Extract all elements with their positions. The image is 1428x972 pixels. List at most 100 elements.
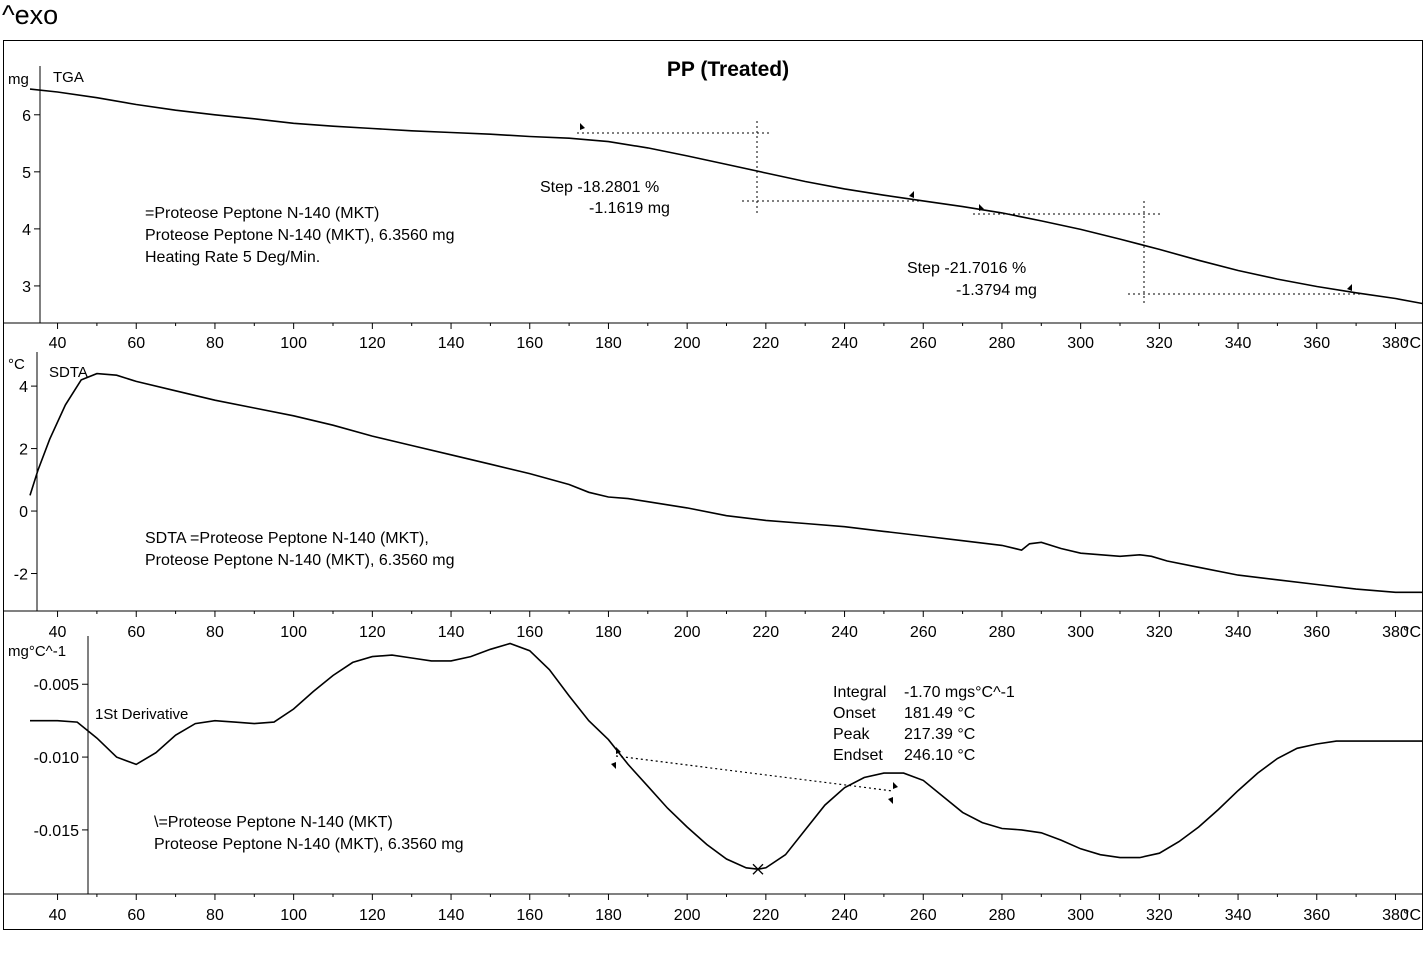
x-tick-label: 380 <box>1382 335 1409 352</box>
integral-baseline <box>615 755 894 792</box>
series-line <box>29 372 1423 594</box>
chart-title: PP (Treated) <box>667 58 789 81</box>
integral-marker <box>611 762 616 769</box>
integral-row-label: Peak <box>833 726 870 743</box>
x-unit-label: °C <box>1403 335 1421 352</box>
step1-mass-label: -1.1619 mg <box>589 200 670 217</box>
x-tick-label: 140 <box>438 335 465 352</box>
x-tick-label: 260 <box>910 335 937 352</box>
y-axis-label: °C <box>8 356 25 373</box>
x-tick-label: 220 <box>752 907 779 924</box>
integral-row-value: 217.39 °C <box>904 726 975 743</box>
x-tick-label: 160 <box>516 907 543 924</box>
x-tick-label: 120 <box>359 624 386 641</box>
x-tick-label: 160 <box>516 624 543 641</box>
step2-mass-label: -1.3794 mg <box>956 282 1037 299</box>
y-tick-label: 5 <box>22 165 31 182</box>
integral-row-label: Endset <box>833 747 883 764</box>
x-tick-label: 120 <box>359 907 386 924</box>
series-name-label: 1St Derivative <box>95 706 188 723</box>
x-tick-label: 40 <box>49 335 67 352</box>
tga-panel: 40 60 80 100 120 140 160 180 200 220 240 260 280 300 3… <box>3 66 1424 352</box>
step-marker <box>1347 284 1352 291</box>
y-tick-label: 4 <box>22 222 31 239</box>
x-tick-label: 260 <box>910 907 937 924</box>
x-tick-label: 360 <box>1303 624 1330 641</box>
x-tick-label: 240 <box>831 907 858 924</box>
x-tick-label: 100 <box>280 335 307 352</box>
y-tick-label: -0.010 <box>34 750 79 767</box>
x-tick-label: 180 <box>595 335 622 352</box>
sample-info-line: SDTA =Proteose Peptone N-140 (MKT), <box>145 530 429 547</box>
x-tick-label: 200 <box>674 335 701 352</box>
x-tick-label: 240 <box>831 335 858 352</box>
x-tick-label: 280 <box>989 624 1016 641</box>
x-tick-label: 280 <box>989 907 1016 924</box>
x-tick-label: 360 <box>1303 907 1330 924</box>
x-tick-label: 40 <box>49 624 67 641</box>
integral-row-label: Onset <box>833 705 876 722</box>
x-tick-label: 200 <box>674 907 701 924</box>
x-tick-label: 260 <box>910 624 937 641</box>
y-tick-label: 0 <box>19 504 28 521</box>
x-tick-label: 360 <box>1303 335 1330 352</box>
x-tick-label: 300 <box>1067 335 1094 352</box>
x-tick-label: 160 <box>516 335 543 352</box>
integral-row-value: -1.70 mgs°C^-1 <box>904 684 1015 701</box>
y-tick-label: 6 <box>22 108 31 125</box>
sample-info-line: Proteose Peptone N-140 (MKT), 6.3560 mg <box>154 836 464 853</box>
y-tick-label: -0.015 <box>34 823 79 840</box>
y-axis-label: mg <box>8 71 29 88</box>
x-tick-label: 340 <box>1225 335 1252 352</box>
step-marker <box>580 123 585 130</box>
y-tick-label: -2 <box>14 567 28 584</box>
integral-marker <box>616 747 621 754</box>
x-tick-label: 380 <box>1382 907 1409 924</box>
series-name-label: TGA <box>53 69 84 86</box>
x-tick-label: 100 <box>280 624 307 641</box>
sample-info-line: \=Proteose Peptone N-140 (MKT) <box>154 814 393 831</box>
series-line <box>30 642 1423 871</box>
x-tick-label: 320 <box>1146 907 1173 924</box>
x-tick-label: 340 <box>1225 907 1252 924</box>
y-tick-label: 4 <box>19 379 28 396</box>
x-tick-label: 220 <box>752 335 779 352</box>
x-tick-label: 60 <box>127 335 145 352</box>
x-tick-label: 320 <box>1146 624 1173 641</box>
step1-percent-label: Step -18.2801 % <box>540 179 659 196</box>
x-tick-label: 60 <box>127 907 145 924</box>
x-tick-label: 280 <box>989 335 1016 352</box>
integral-row-label: Integral <box>833 684 886 701</box>
x-tick-label: 180 <box>595 907 622 924</box>
x-tick-label: 300 <box>1067 624 1094 641</box>
x-unit-label: °C <box>1403 624 1421 641</box>
integral-row-value: 181.49 °C <box>904 705 975 722</box>
x-tick-label: 340 <box>1225 624 1252 641</box>
sample-info-line: =Proteose Peptone N-140 (MKT) <box>145 205 379 222</box>
x-tick-label: 300 <box>1067 907 1094 924</box>
x-tick-label: 320 <box>1146 335 1173 352</box>
step-marker <box>909 191 914 198</box>
integral-marker <box>888 797 893 804</box>
x-tick-label: 80 <box>206 907 224 924</box>
x-tick-label: 100 <box>280 907 307 924</box>
derivative-panel: 40 60 80 100 120 140 160 180 200 220 240 260 280 300 3… <box>3 636 1423 924</box>
integral-marker <box>893 782 898 789</box>
x-tick-label: 120 <box>359 335 386 352</box>
x-tick-label: 380 <box>1382 624 1409 641</box>
sample-info-line: Heating Rate 5 Deg/Min. <box>145 249 320 266</box>
chart-frame <box>3 40 1423 930</box>
x-tick-label: 140 <box>438 624 465 641</box>
sample-info-line: Proteose Peptone N-140 (MKT), 6.3560 mg <box>145 552 455 569</box>
x-tick-label: 80 <box>206 335 224 352</box>
exo-label: ^exo <box>2 0 59 30</box>
sample-info-line: Proteose Peptone N-140 (MKT), 6.3560 mg <box>145 227 455 244</box>
sdta-panel: 40 60 80 100 120 140 160 180 200 220 240 260 280 300 3… <box>3 352 1423 641</box>
x-tick-label: 60 <box>127 624 145 641</box>
integral-row-value: 246.10 °C <box>904 747 975 764</box>
x-tick-label: 180 <box>595 624 622 641</box>
x-unit-label: °C <box>1403 907 1421 924</box>
y-tick-label: 3 <box>22 279 31 296</box>
y-tick-label: 2 <box>19 442 28 459</box>
